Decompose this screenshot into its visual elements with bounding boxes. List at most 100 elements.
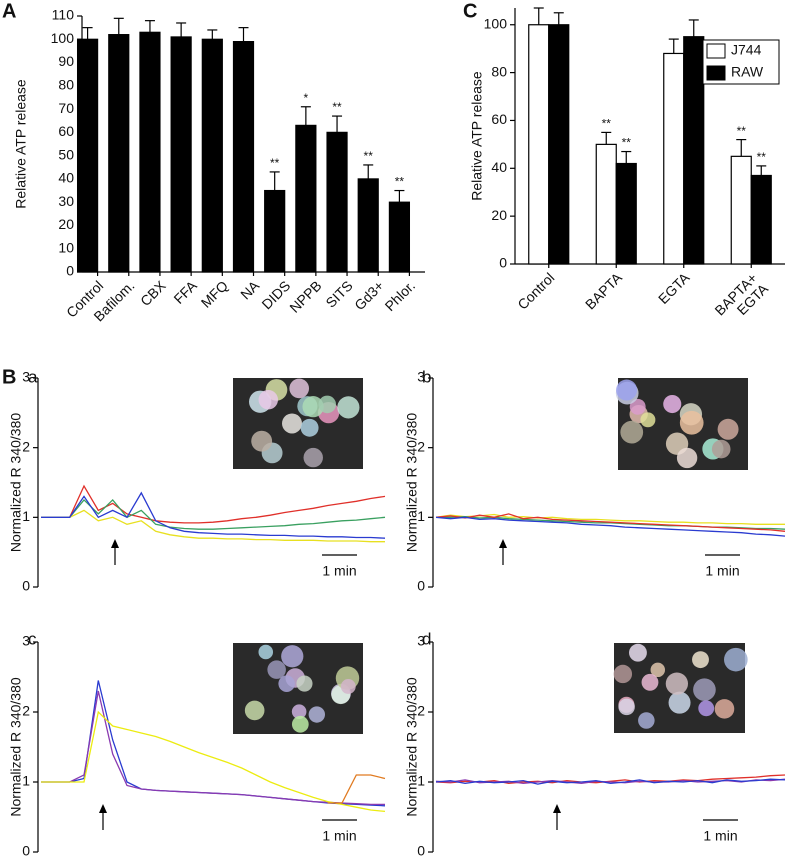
cell — [281, 645, 304, 668]
cell — [296, 675, 313, 692]
bar — [683, 36, 705, 265]
legend-swatch — [706, 43, 726, 59]
y-tick-label: 3 — [417, 633, 425, 649]
y-tick-label: 1 — [22, 773, 30, 789]
y-tick-label: 2 — [417, 703, 425, 719]
scale-bar-label: 1 min — [322, 563, 356, 579]
x-tick-label: SITS — [322, 277, 355, 310]
y-tick-label: 50 — [58, 146, 74, 162]
panel-label: a — [28, 367, 38, 386]
cell — [693, 678, 716, 702]
bar — [595, 143, 617, 265]
significance-label: ** — [757, 150, 767, 164]
y-tick-label: 80 — [58, 77, 74, 93]
bar — [528, 24, 550, 265]
y-tick-label: 20 — [491, 207, 507, 223]
cell — [244, 700, 265, 721]
x-tick-label: FFA — [170, 277, 200, 307]
y-axis-label: Relative ATP release — [469, 71, 485, 201]
legend-swatch — [706, 65, 726, 81]
y-tick-label: 100 — [51, 30, 75, 46]
y-tick-label: 60 — [491, 111, 507, 127]
scale-bar-label: 1 min — [705, 563, 739, 579]
x-tick-label: BAPTA — [582, 269, 626, 313]
bar — [388, 201, 411, 273]
cell — [692, 651, 709, 669]
cell — [258, 390, 279, 410]
y-axis-label: Normalized R 340/380 — [8, 413, 24, 553]
bar — [108, 34, 130, 273]
cell — [308, 706, 326, 723]
bar — [201, 38, 223, 273]
bar — [76, 38, 99, 273]
x-tick-label: Control — [514, 269, 557, 312]
significance-label: ** — [395, 175, 405, 189]
cell — [267, 660, 286, 679]
y-tick-label: 3 — [22, 369, 30, 385]
x-tick-label: BAPTA+EGTA — [711, 269, 771, 329]
y-tick-label: 3 — [22, 633, 30, 649]
x-tick-label: MFQ — [198, 277, 231, 310]
panel-label: d — [422, 629, 431, 648]
cell — [337, 396, 360, 419]
panel-group-label: B — [2, 366, 16, 388]
y-tick-label: 0 — [22, 843, 30, 859]
panel-label: A — [2, 0, 16, 22]
x-tick-label: Gd3+ — [351, 277, 387, 313]
bar — [663, 52, 685, 265]
y-tick-label: 60 — [58, 123, 74, 139]
cell — [711, 439, 731, 459]
trace — [41, 690, 385, 806]
y-tick-label: 70 — [58, 100, 74, 116]
legend-label: J744 — [731, 42, 762, 58]
y-axis-label: Normalized R 340/380 — [8, 677, 24, 817]
bar — [170, 36, 192, 273]
bar — [615, 162, 637, 265]
y-tick-label: 0 — [22, 578, 30, 594]
trace — [435, 778, 786, 785]
cell — [291, 704, 307, 719]
cell — [303, 447, 323, 468]
bar — [548, 24, 570, 265]
y-tick-label: 30 — [58, 193, 74, 209]
cell — [650, 662, 666, 678]
trace — [327, 774, 386, 804]
y-axis-label: Normalized R 340/380 — [404, 413, 420, 553]
x-tick-label: Phlor. — [382, 277, 419, 314]
trace — [41, 710, 386, 813]
trace — [435, 774, 786, 785]
y-tick-label: 100 — [484, 15, 508, 31]
y-tick-label: 0 — [499, 255, 507, 271]
legend-label: RAW — [731, 64, 764, 80]
trace — [41, 498, 386, 530]
significance-label: ** — [270, 156, 280, 170]
y-tick-label: 2 — [22, 438, 30, 454]
cell — [620, 420, 644, 444]
y-tick-label: 1 — [22, 508, 30, 524]
bar — [730, 155, 752, 265]
y-tick-label: 40 — [58, 170, 74, 186]
significance-label: ** — [332, 100, 342, 114]
x-tick-label: NPPB — [286, 277, 324, 315]
cell — [668, 691, 691, 714]
y-tick-label: 110 — [52, 7, 75, 23]
y-tick-label: 1 — [417, 508, 425, 524]
cell — [278, 675, 295, 692]
arrow-head — [111, 539, 119, 548]
trace — [41, 491, 386, 539]
bar — [264, 189, 286, 273]
cell — [291, 715, 309, 733]
arrow-head — [553, 804, 561, 813]
cell — [676, 447, 698, 469]
trace — [435, 516, 786, 537]
cell — [665, 672, 689, 695]
bar — [295, 124, 317, 273]
cell — [724, 647, 748, 672]
scale-bar-label: 1 min — [322, 828, 356, 844]
y-tick-label: 0 — [66, 263, 74, 279]
y-tick-label: 80 — [491, 63, 507, 79]
bar — [139, 31, 161, 273]
cell — [663, 394, 682, 414]
y-tick-label: 10 — [58, 239, 74, 255]
